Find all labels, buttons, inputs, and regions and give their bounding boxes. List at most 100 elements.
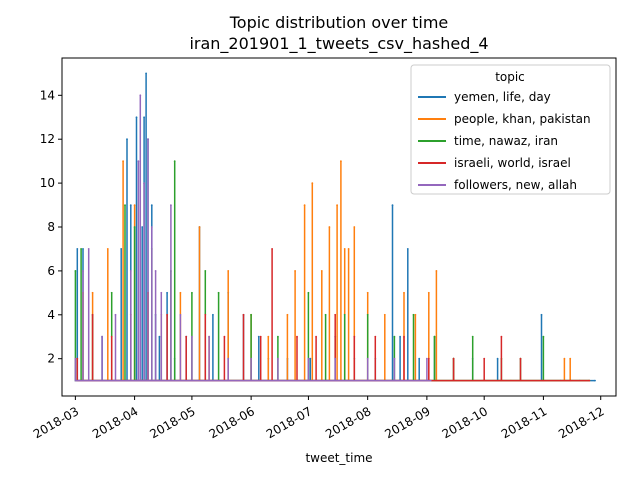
data-point [277,357,279,360]
series-3 [76,248,591,382]
data-point [328,226,331,228]
data-point [141,226,144,228]
data-point [91,313,94,316]
y-tick-label: 14 [40,88,55,102]
chart-title: Topic distribution over time [229,13,449,32]
data-point [74,270,77,272]
data-point [114,313,117,316]
data-point [427,291,430,294]
data-point [150,204,153,207]
data-point [124,204,126,207]
data-point [80,248,82,250]
data-point [393,335,396,338]
data-point [126,138,128,141]
legend-entry: people, khan, pakistan [418,112,591,126]
legend-label: followers, new, allah [454,178,577,192]
data-point [227,357,230,360]
data-point [427,357,430,360]
data-point [303,204,306,207]
data-point [212,313,214,316]
data-point [569,357,572,360]
y-tick-label: 6 [47,264,55,278]
data-point [452,357,455,360]
series-4 [74,94,432,382]
data-point [150,226,153,228]
data-point [406,248,409,250]
data-point [227,270,230,272]
legend-label: time, nawaz, iran [454,134,558,148]
legend-label: yemen, life, day [454,90,551,104]
data-point [496,357,499,360]
data-point [334,313,337,316]
data-point [191,335,193,338]
data-point [143,182,146,185]
data-point [320,270,323,272]
legend-label: israeli, world, israel [454,156,571,170]
data-point [242,313,245,316]
data-point [403,291,405,294]
legend-entry: yemen, life, day [418,90,551,104]
data-point [366,357,369,360]
data-point [519,357,522,360]
data-point [296,335,298,338]
data-point [91,291,94,294]
data-point [471,335,474,338]
data-point [110,335,113,338]
plot-area [74,72,596,382]
legend-title: topic [495,70,525,84]
data-point [433,335,436,338]
y-tick-label: 12 [40,132,55,146]
data-point [160,291,163,294]
data-point [133,204,136,207]
data-point [106,248,109,250]
y-tick-label: 10 [40,176,55,190]
data-point [483,357,486,360]
data-point [82,270,84,272]
data-point [418,357,421,360]
data-point [250,313,253,316]
legend: topic yemen, life, day people, khan, paki… [410,64,611,195]
data-point [307,357,310,360]
data-point [334,357,337,360]
data-point [286,313,289,316]
data-point [429,379,432,382]
data-point [347,248,350,250]
data-point [343,313,346,316]
chart-subtitle: iran_201901_1_tweets_csv_hashed_4 [189,34,488,54]
data-point [324,313,327,316]
data-point [343,248,346,250]
data-point [166,291,169,294]
data-point [353,226,356,228]
x-tick-label: 2018-04 [90,404,140,441]
data-point [588,379,591,382]
data-point [204,270,207,272]
data-point [374,335,377,338]
data-point [412,313,415,316]
data-point [170,204,172,207]
data-point [191,291,193,294]
x-tick-label: 2018-08 [323,404,373,441]
x-tick-label: 2018-06 [207,404,257,441]
data-point [139,94,142,97]
data-point [366,313,369,316]
data-point [166,313,169,316]
data-point [198,226,201,228]
data-point [147,138,149,141]
data-point [540,313,543,316]
legend-box [410,64,611,195]
data-point [135,116,138,119]
data-point [158,335,161,338]
data-point [217,291,220,294]
x-tick-label: 2018-09 [382,404,432,441]
data-point [250,357,253,360]
data-point [340,160,342,163]
y-tick-label: 2 [47,352,55,366]
data-point [179,313,182,316]
data-point [542,335,545,338]
data-point [435,270,438,272]
data-point [294,270,296,272]
data-point [399,335,401,338]
data-point [133,226,136,228]
data-point [87,248,90,250]
